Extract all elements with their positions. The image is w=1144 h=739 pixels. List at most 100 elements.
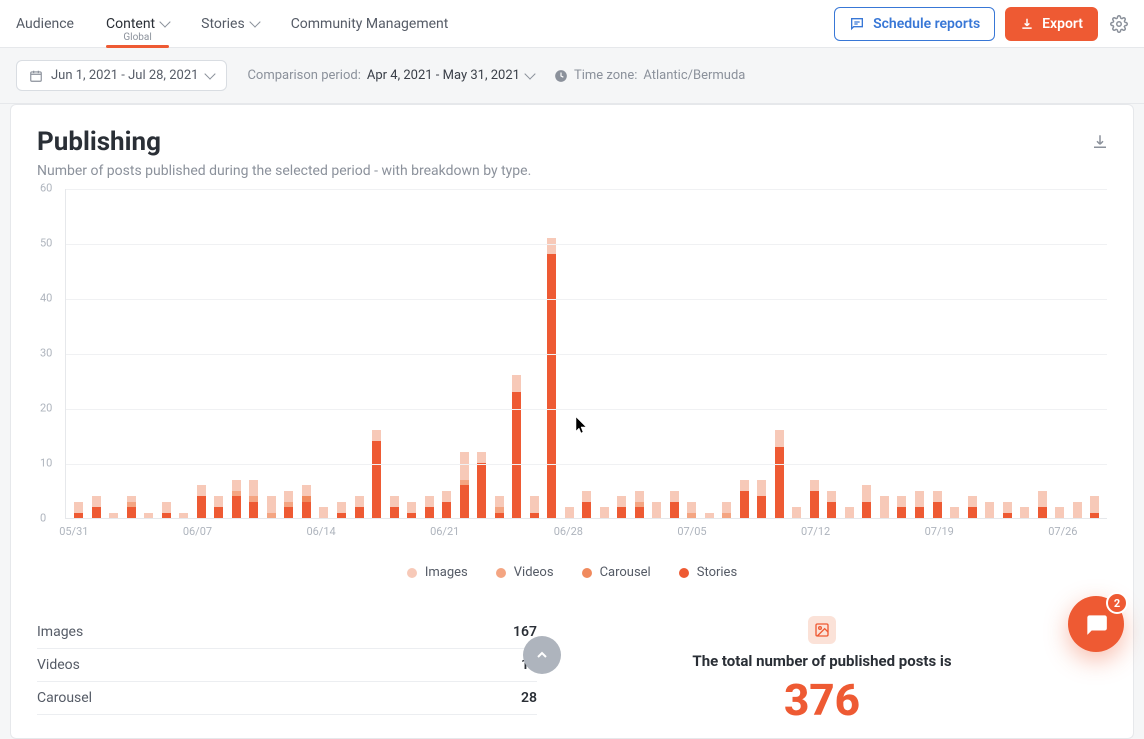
calendar-icon <box>29 69 43 83</box>
chat-fab[interactable]: 2 <box>1068 596 1124 652</box>
bar <box>490 496 508 518</box>
bar <box>946 507 964 518</box>
bar <box>876 496 894 518</box>
bar <box>1068 502 1086 519</box>
bar <box>736 480 754 519</box>
export-button[interactable]: Export <box>1005 7 1098 41</box>
schedule-reports-button[interactable]: Schedule reports <box>834 7 995 41</box>
bar <box>841 507 859 518</box>
bar <box>595 507 613 518</box>
chat-icon <box>849 16 865 32</box>
timezone-value: Atlantic/Bermuda <box>643 68 745 83</box>
bar <box>771 430 789 518</box>
panel-subtitle: Number of posts published during the sel… <box>37 163 1107 179</box>
chat-bubble-icon <box>1083 611 1109 637</box>
export-label: Export <box>1042 16 1083 32</box>
schedule-reports-label: Schedule reports <box>873 16 980 32</box>
stats-section: Images167Videos13Carousel28 The total nu… <box>37 616 1107 726</box>
bar <box>140 513 158 519</box>
download-icon[interactable] <box>1091 133 1109 151</box>
bar <box>403 502 421 519</box>
x-tick: 07/05 <box>677 525 706 538</box>
bar <box>245 480 263 519</box>
x-tick: 07/19 <box>925 525 954 538</box>
download-icon <box>1020 17 1034 31</box>
main-nav: Audience ContentGlobal Stories Community Ma… <box>16 2 448 46</box>
x-tick: 06/28 <box>554 525 583 538</box>
stat-row: Carousel28 <box>37 682 537 715</box>
bar <box>683 502 701 519</box>
gear-icon[interactable] <box>1110 15 1128 33</box>
bar <box>123 496 141 518</box>
bar <box>508 375 526 518</box>
chart-x-axis: 05/3106/0706/1406/2106/2807/0507/1207/19… <box>65 525 1107 539</box>
bar <box>228 480 246 519</box>
bar <box>963 496 981 518</box>
total-block: The total number of published posts is 3… <box>537 616 1107 726</box>
chart-legend: Images Videos Carousel Stories <box>37 565 1107 580</box>
x-tick: 07/26 <box>1048 525 1077 538</box>
comparison-filter[interactable]: Comparison period: Apr 4, 2021 - May 31,… <box>247 68 534 83</box>
bar <box>420 496 438 518</box>
y-tick: 60 <box>40 182 52 195</box>
bar <box>981 502 999 519</box>
comparison-value: Apr 4, 2021 - May 31, 2021 <box>367 68 520 83</box>
legend-item[interactable]: Images <box>407 565 468 580</box>
bar <box>701 513 719 519</box>
total-value: 376 <box>784 674 860 726</box>
bar <box>543 238 561 519</box>
bar <box>1051 507 1069 518</box>
bar <box>893 496 911 518</box>
stat-row: Videos13 <box>37 649 537 682</box>
bar <box>1086 496 1104 518</box>
y-tick: 20 <box>40 402 52 415</box>
legend-item[interactable]: Carousel <box>582 565 651 580</box>
chevron-down-icon <box>524 68 535 79</box>
filter-bar: Jun 1, 2021 - Jul 28, 2021 Comparison pe… <box>0 48 1144 104</box>
bar <box>666 491 684 519</box>
bar <box>823 491 841 519</box>
bar <box>175 513 193 519</box>
bar <box>438 491 456 519</box>
bar <box>1033 491 1051 519</box>
bar <box>560 507 578 518</box>
chart-container: 0102030405060 05/3106/0706/1406/2106/280… <box>37 189 1107 580</box>
bar <box>350 496 368 518</box>
y-tick: 40 <box>40 292 52 305</box>
legend-item[interactable]: Stories <box>679 565 737 580</box>
bar <box>70 502 88 519</box>
chevron-down-icon <box>205 68 216 79</box>
comparison-label: Comparison period: <box>247 68 360 83</box>
scroll-to-top-button[interactable] <box>523 636 561 674</box>
bar <box>911 491 929 519</box>
bar <box>648 502 666 519</box>
timezone-filter: Time zone: Atlantic/Bermuda <box>554 68 745 83</box>
legend-item[interactable]: Videos <box>496 565 554 580</box>
date-range-picker[interactable]: Jun 1, 2021 - Jul 28, 2021 <box>16 60 227 91</box>
total-label: The total number of published posts is <box>692 652 951 670</box>
chevron-down-icon <box>249 16 260 27</box>
x-tick: 05/31 <box>59 525 88 538</box>
bar <box>1016 507 1034 518</box>
bar <box>788 507 806 518</box>
nav-content[interactable]: ContentGlobal <box>106 2 169 46</box>
x-tick: 06/14 <box>306 525 335 538</box>
bar <box>578 491 596 519</box>
bar <box>263 496 281 518</box>
x-tick: 06/07 <box>183 525 212 538</box>
nav-community-management[interactable]: Community Management <box>291 2 449 46</box>
nav-audience[interactable]: Audience <box>16 2 74 46</box>
bar <box>858 485 876 518</box>
bar <box>928 491 946 519</box>
bar <box>525 496 543 518</box>
image-icon <box>808 616 836 644</box>
bar <box>613 496 631 518</box>
bar <box>193 485 211 518</box>
bar <box>455 452 473 518</box>
nav-stories[interactable]: Stories <box>201 2 259 46</box>
bar <box>806 480 824 519</box>
bar <box>158 502 176 519</box>
y-tick: 50 <box>40 237 52 250</box>
chevron-up-icon <box>534 647 550 663</box>
bar <box>88 496 106 518</box>
